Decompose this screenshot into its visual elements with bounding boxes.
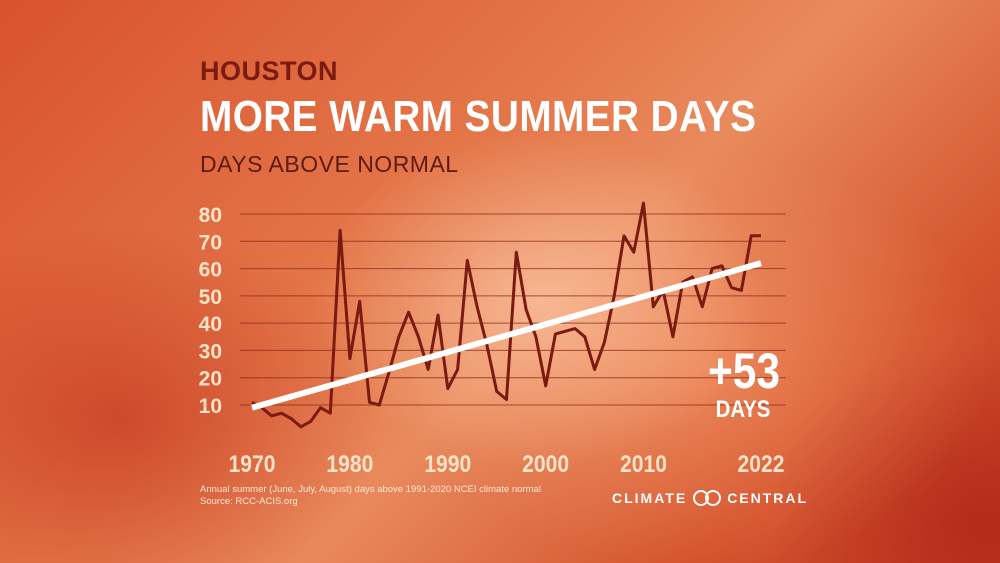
data-line [251,201,761,429]
y-tick-label: 80 [199,204,222,227]
y-axis-ticks: 10 20 30 40 50 60 70 80 [199,204,222,418]
y-tick-label: 70 [199,231,222,254]
x-tick-label: 2022 [738,451,785,478]
trend-line [251,260,762,411]
y-tick-label: 20 [199,368,222,391]
brand-logo: CLIMATE CENTRAL [612,490,808,506]
x-tick-label: 2010 [620,451,667,478]
x-tick-label: 1980 [326,451,373,478]
x-tick-label: 1970 [229,451,276,478]
y-tick-label: 10 [199,395,222,418]
city-label: HOUSTON [200,56,339,86]
callout-value: +53 [708,343,780,399]
chart-subtitle: DAYS ABOVE NORMAL [200,151,459,177]
x-tick-label: 1990 [424,451,471,478]
x-tick-label: 2000 [522,451,569,478]
x-axis-ticks: 1970 1980 1990 2000 2010 2022 [229,451,785,478]
callout-unit: DAYS [716,395,771,422]
y-tick-label: 50 [199,286,222,309]
brand-name-left: CLIMATE [612,490,688,506]
y-tick-label: 30 [199,340,222,363]
y-tick-label: 60 [199,259,222,282]
footnote: Annual summer (June, July, August) days … [200,484,541,508]
page-title: MORE WARM SUMMER DAYS [200,92,757,141]
data-series [251,201,761,429]
footnote-description: Annual summer (June, July, August) days … [200,484,541,495]
climate-central-logo-icon [693,490,722,506]
brand-name-right: CENTRAL [727,490,809,506]
y-tick-label: 40 [199,313,222,336]
callout: +53 DAYS [708,343,780,423]
trend-line-group [251,260,762,411]
footnote-source: Source: RCC-ACIS.org [200,496,298,507]
